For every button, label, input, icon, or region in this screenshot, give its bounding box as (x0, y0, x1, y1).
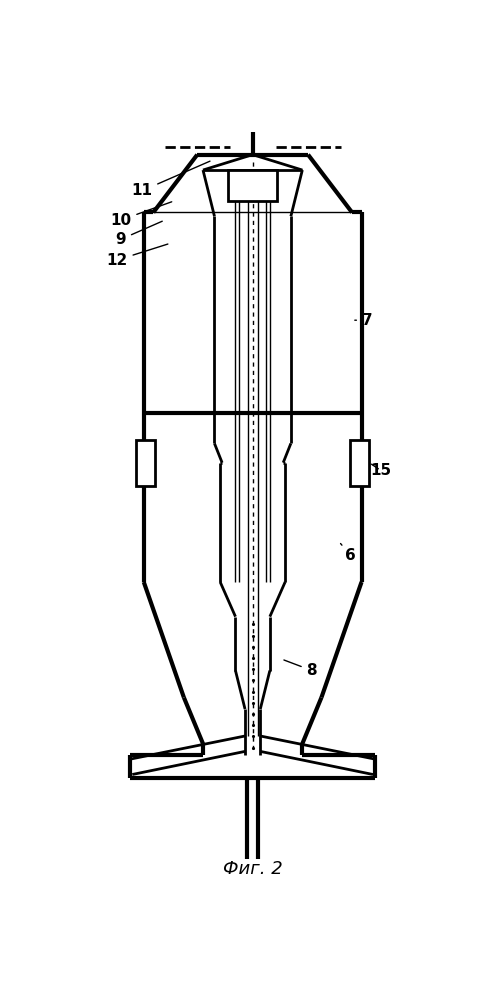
Bar (136, 440, 155, 486)
Bar (350, 440, 369, 486)
Text: 15: 15 (370, 463, 391, 478)
Bar (228, 170, 278, 201)
Text: Фиг. 2: Фиг. 2 (223, 860, 282, 878)
Text: 11: 11 (131, 161, 210, 198)
Text: 6: 6 (341, 544, 355, 563)
Text: 7: 7 (355, 313, 373, 328)
Text: 10: 10 (110, 202, 172, 228)
Text: 12: 12 (106, 244, 168, 268)
Text: 8: 8 (284, 660, 317, 678)
Text: 9: 9 (115, 221, 162, 247)
